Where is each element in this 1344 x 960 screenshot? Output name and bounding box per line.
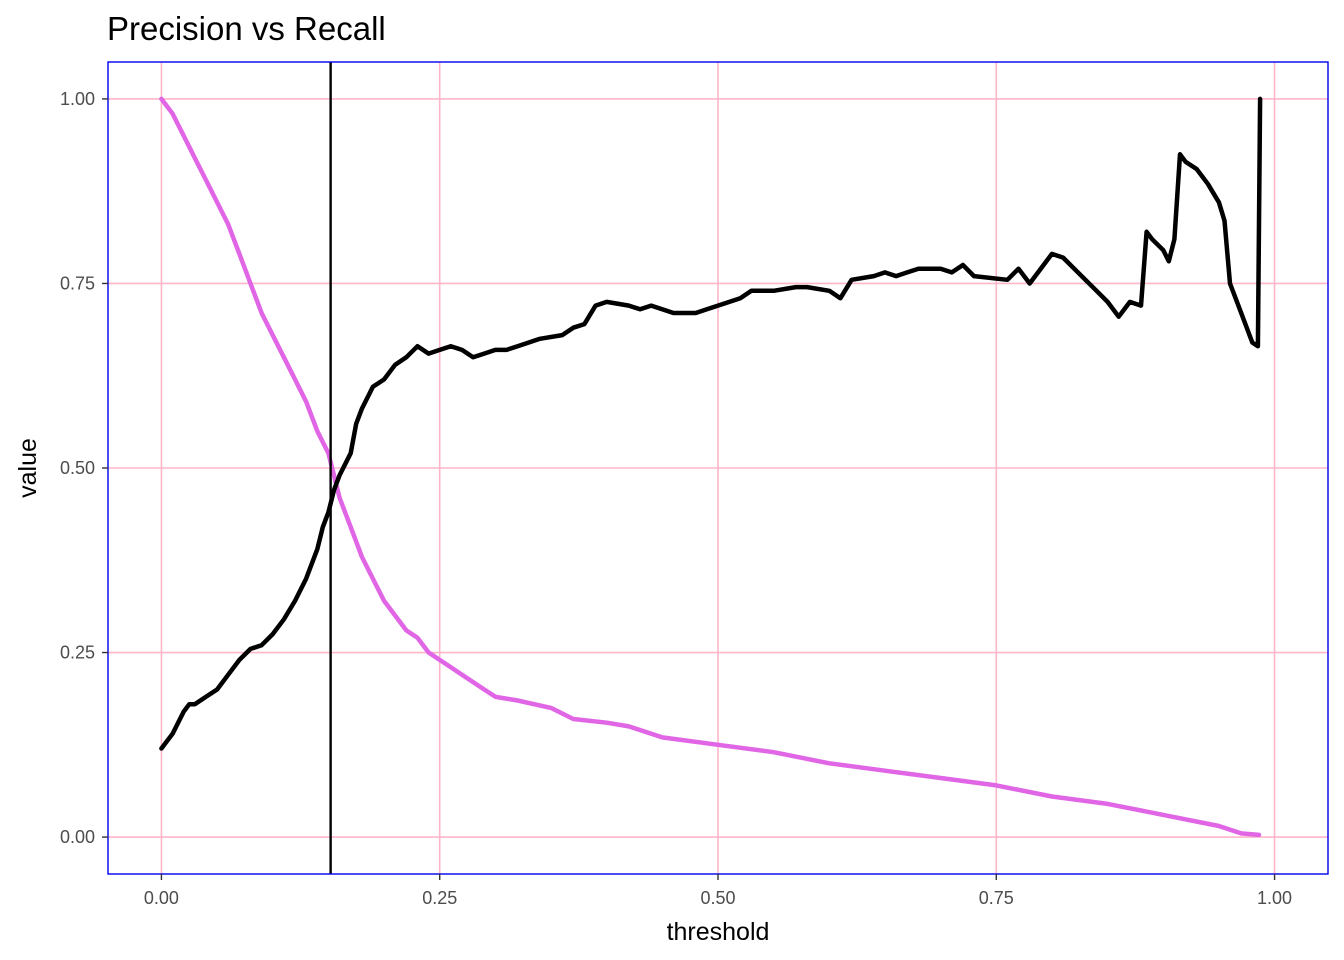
series-line-black xyxy=(159,96,1263,751)
series-lines xyxy=(159,96,1263,838)
grid-lines xyxy=(108,62,1328,874)
x-tick-label: 1.00 xyxy=(1257,888,1292,908)
y-tick-label: 0.50 xyxy=(60,458,95,478)
tick-labels: 0.00 0.25 0.50 0.75 1.00 0.00 0.25 0.50 0.75 1.00 xyxy=(60,89,1292,908)
y-tick-label: 0.25 xyxy=(60,643,95,663)
y-tick-label: 1.00 xyxy=(60,89,95,109)
x-axis-title: threshold xyxy=(667,918,770,946)
x-tick-label: 0.25 xyxy=(422,888,457,908)
series-line-magenta xyxy=(159,96,1262,838)
x-tick-label: 0.50 xyxy=(700,888,735,908)
x-tick-label: 0.00 xyxy=(144,888,179,908)
y-tick-label: 0.00 xyxy=(60,827,95,847)
chart-title: Precision vs Recall xyxy=(107,10,386,47)
y-axis-title: value xyxy=(14,438,42,498)
y-tick-label: 0.75 xyxy=(60,273,95,293)
x-tick-label: 0.75 xyxy=(979,888,1014,908)
axis-ticks xyxy=(102,98,1276,880)
